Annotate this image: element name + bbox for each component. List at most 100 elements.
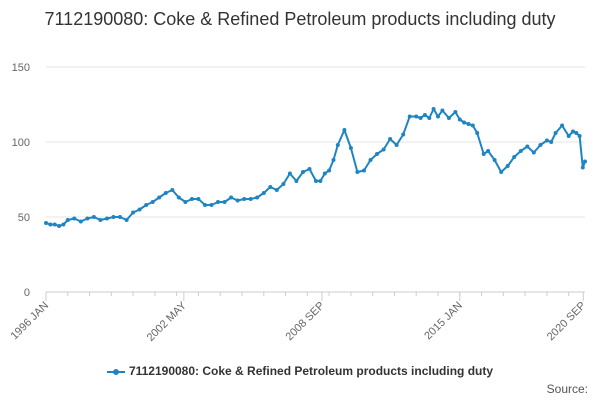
data-point[interactable] [518, 149, 523, 153]
data-point[interactable] [327, 168, 332, 173]
data-point[interactable] [505, 164, 510, 168]
data-point[interactable] [470, 123, 475, 128]
data-point[interactable] [301, 170, 305, 174]
data-point[interactable] [150, 200, 155, 204]
data-point[interactable] [294, 179, 299, 183]
data-point[interactable] [538, 143, 543, 147]
data-point[interactable] [418, 116, 423, 120]
data-point[interactable] [209, 203, 214, 207]
data-point[interactable] [157, 195, 162, 200]
data-point[interactable] [118, 215, 122, 219]
data-point[interactable] [318, 179, 323, 183]
y-axis-ticks: 0 50 100 150 [12, 62, 30, 299]
data-point[interactable] [486, 149, 491, 153]
data-point[interactable] [414, 114, 419, 119]
series-line[interactable] [45, 108, 586, 227]
data-point[interactable] [131, 210, 136, 215]
data-point[interactable] [242, 197, 247, 201]
data-point[interactable] [65, 218, 70, 222]
data-point[interactable] [144, 203, 149, 207]
data-point[interactable] [307, 167, 312, 171]
data-point[interactable] [342, 128, 347, 132]
data-point[interactable] [137, 207, 142, 212]
data-point[interactable] [427, 116, 432, 120]
series-group [44, 107, 587, 228]
data-point[interactable] [375, 152, 379, 156]
data-point[interactable] [566, 134, 571, 138]
data-point[interactable] [248, 197, 253, 201]
data-point[interactable] [72, 216, 77, 221]
data-point[interactable] [422, 113, 427, 117]
data-point[interactable] [216, 200, 220, 204]
data-point[interactable] [98, 218, 103, 222]
data-point[interactable] [163, 191, 168, 195]
legend[interactable]: 7112190080: Coke & Refined Petroleum pro… [0, 364, 600, 378]
data-point[interactable] [203, 203, 207, 207]
data-point[interactable] [91, 215, 96, 219]
data-point[interactable] [61, 222, 66, 227]
data-point[interactable] [492, 158, 497, 162]
data-point[interactable] [381, 147, 386, 152]
data-point[interactable] [368, 158, 373, 162]
data-point[interactable] [355, 170, 360, 174]
data-point[interactable] [268, 185, 273, 189]
data-point[interactable] [560, 123, 565, 128]
data-point[interactable] [196, 197, 201, 201]
data-point[interactable] [287, 171, 292, 176]
data-point[interactable] [388, 137, 393, 141]
data-point[interactable] [85, 216, 90, 221]
data-point[interactable] [78, 219, 83, 224]
data-point[interactable] [322, 171, 327, 176]
data-point[interactable] [124, 218, 129, 222]
data-point[interactable] [462, 120, 467, 125]
data-point[interactable] [362, 168, 366, 173]
data-point[interactable] [436, 114, 440, 119]
data-point[interactable] [431, 107, 436, 111]
data-point[interactable] [553, 131, 558, 135]
data-point[interactable] [44, 221, 48, 225]
data-point[interactable] [475, 131, 480, 135]
data-point[interactable] [544, 138, 549, 143]
data-point[interactable] [281, 182, 286, 186]
data-point[interactable] [401, 132, 406, 137]
data-point[interactable] [183, 200, 188, 204]
data-point[interactable] [512, 155, 517, 159]
data-point[interactable] [577, 134, 582, 138]
data-point[interactable] [453, 110, 458, 114]
data-point[interactable] [457, 117, 462, 122]
data-point[interactable] [549, 140, 554, 144]
data-point[interactable] [261, 191, 266, 195]
data-point[interactable] [170, 188, 175, 192]
data-point[interactable] [176, 195, 181, 200]
data-point[interactable] [222, 200, 227, 204]
data-point[interactable] [331, 158, 336, 162]
data-point[interactable] [481, 152, 486, 156]
source-label: Source: [546, 382, 588, 396]
data-point[interactable] [394, 143, 399, 147]
data-point[interactable] [531, 150, 536, 155]
series[interactable] [44, 107, 587, 228]
data-point[interactable] [446, 116, 451, 120]
data-point[interactable] [440, 108, 445, 113]
data-point[interactable] [57, 224, 62, 228]
data-point[interactable] [235, 198, 240, 203]
data-point[interactable] [274, 188, 279, 192]
data-point[interactable] [499, 170, 504, 174]
data-point[interactable] [255, 195, 260, 200]
data-point[interactable] [335, 143, 340, 147]
data-point[interactable] [525, 144, 530, 149]
data-point[interactable] [348, 146, 353, 150]
data-point[interactable] [111, 215, 116, 219]
data-point[interactable] [580, 165, 585, 170]
data-point[interactable] [583, 159, 587, 164]
data-point[interactable] [466, 122, 471, 126]
data-point[interactable] [52, 222, 57, 227]
data-point[interactable] [48, 222, 53, 227]
data-point[interactable] [574, 131, 579, 135]
data-point[interactable] [105, 216, 109, 221]
data-point[interactable] [314, 179, 318, 183]
data-point[interactable] [189, 197, 194, 201]
data-point[interactable] [229, 195, 234, 200]
data-point[interactable] [407, 114, 412, 119]
data-point[interactable] [571, 129, 575, 134]
